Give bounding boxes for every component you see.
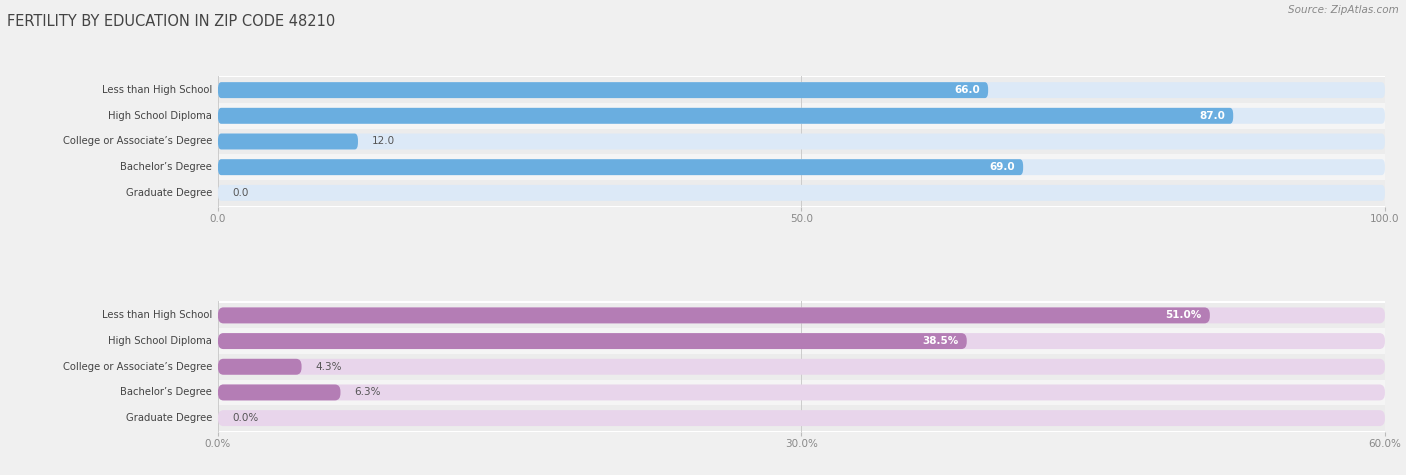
Text: 51.0%: 51.0%: [1166, 310, 1202, 321]
FancyBboxPatch shape: [218, 133, 1385, 150]
FancyBboxPatch shape: [218, 359, 1385, 375]
FancyBboxPatch shape: [218, 185, 1385, 201]
FancyBboxPatch shape: [218, 159, 1024, 175]
FancyBboxPatch shape: [218, 384, 340, 400]
Text: Graduate Degree: Graduate Degree: [125, 188, 212, 198]
FancyBboxPatch shape: [218, 333, 1385, 349]
FancyBboxPatch shape: [218, 359, 301, 375]
Text: 38.5%: 38.5%: [922, 336, 959, 346]
FancyBboxPatch shape: [207, 380, 1396, 405]
Text: 4.3%: 4.3%: [315, 362, 342, 372]
Text: Source: ZipAtlas.com: Source: ZipAtlas.com: [1288, 5, 1399, 15]
FancyBboxPatch shape: [218, 307, 1385, 323]
FancyBboxPatch shape: [218, 108, 1233, 124]
Text: 12.0: 12.0: [373, 136, 395, 146]
FancyBboxPatch shape: [218, 82, 988, 98]
FancyBboxPatch shape: [218, 333, 967, 349]
Text: 6.3%: 6.3%: [354, 388, 381, 398]
FancyBboxPatch shape: [218, 307, 1209, 323]
Text: 0.0%: 0.0%: [232, 413, 259, 423]
FancyBboxPatch shape: [207, 103, 1396, 129]
Text: High School Diploma: High School Diploma: [108, 111, 212, 121]
Text: Less than High School: Less than High School: [101, 85, 212, 95]
FancyBboxPatch shape: [207, 354, 1396, 380]
Text: Graduate Degree: Graduate Degree: [125, 413, 212, 423]
Text: 87.0: 87.0: [1199, 111, 1225, 121]
Text: Less than High School: Less than High School: [101, 310, 212, 321]
FancyBboxPatch shape: [218, 384, 1385, 400]
FancyBboxPatch shape: [207, 129, 1396, 154]
FancyBboxPatch shape: [207, 180, 1396, 206]
FancyBboxPatch shape: [207, 77, 1396, 103]
FancyBboxPatch shape: [207, 405, 1396, 431]
FancyBboxPatch shape: [218, 133, 359, 150]
Text: College or Associate’s Degree: College or Associate’s Degree: [63, 362, 212, 372]
FancyBboxPatch shape: [218, 82, 1385, 98]
Text: High School Diploma: High School Diploma: [108, 336, 212, 346]
FancyBboxPatch shape: [218, 159, 1385, 175]
Text: 0.0: 0.0: [232, 188, 249, 198]
Text: 66.0: 66.0: [955, 85, 980, 95]
FancyBboxPatch shape: [207, 303, 1396, 328]
FancyBboxPatch shape: [218, 108, 1385, 124]
Text: College or Associate’s Degree: College or Associate’s Degree: [63, 136, 212, 146]
FancyBboxPatch shape: [218, 410, 1385, 426]
Text: FERTILITY BY EDUCATION IN ZIP CODE 48210: FERTILITY BY EDUCATION IN ZIP CODE 48210: [7, 14, 335, 29]
Text: Bachelor’s Degree: Bachelor’s Degree: [121, 388, 212, 398]
Text: 69.0: 69.0: [990, 162, 1015, 172]
FancyBboxPatch shape: [207, 328, 1396, 354]
Text: Bachelor’s Degree: Bachelor’s Degree: [121, 162, 212, 172]
FancyBboxPatch shape: [207, 154, 1396, 180]
